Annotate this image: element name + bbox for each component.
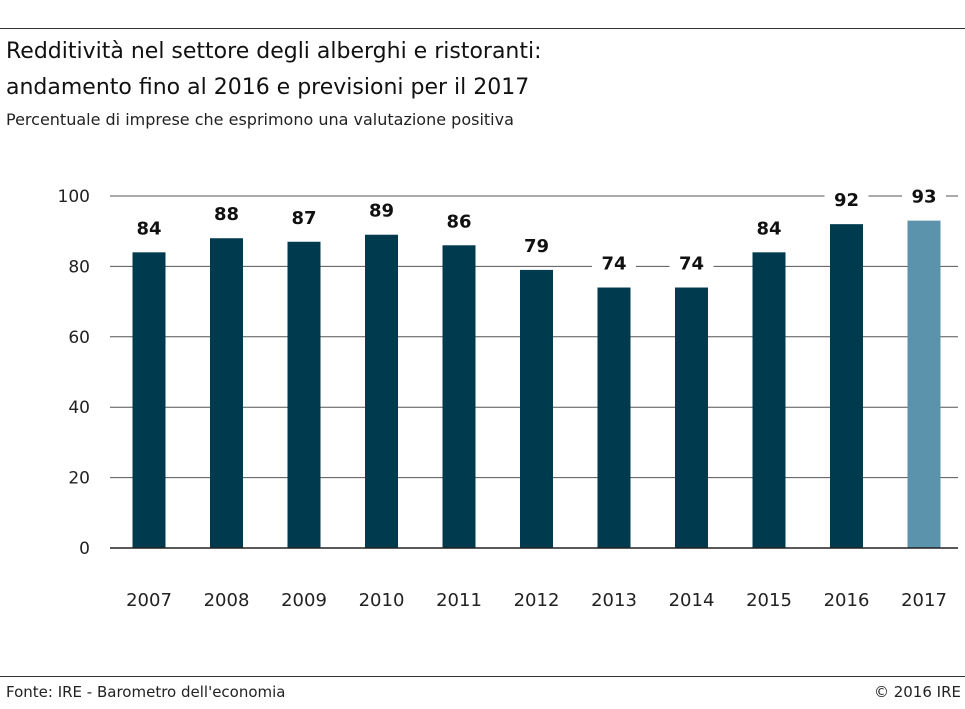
y-tick-label: 80 <box>68 257 90 277</box>
data-label-background <box>282 203 326 230</box>
data-label-2009: 87 <box>291 208 316 229</box>
data-label-background <box>747 214 791 241</box>
bar-2017 <box>907 220 941 548</box>
data-label-2007: 84 <box>136 218 161 239</box>
y-tick-label: 0 <box>79 539 90 559</box>
data-label-background <box>902 182 946 209</box>
bottom-rule <box>0 676 965 677</box>
bar-2007 <box>132 252 166 548</box>
data-label-background <box>204 200 249 227</box>
axes: 0 20 40 60 80 100 2007 2008 2009 2010 2011 2012 2013… <box>58 187 958 611</box>
x-tick-label-2008: 2008 <box>204 590 250 611</box>
data-label-background <box>669 249 714 276</box>
data-label-2013: 74 <box>601 254 626 275</box>
source-note: Fonte: IRE - Barometro dell'economia <box>6 683 286 701</box>
data-label-background <box>592 249 636 276</box>
data-label-background <box>359 196 404 223</box>
bar-2012 <box>520 269 553 548</box>
bar-2011 <box>442 245 476 548</box>
bar-2015 <box>752 252 786 548</box>
chart-subtitle: Percentuale di imprese che esprimono una… <box>6 110 514 129</box>
x-tick-label-2015: 2015 <box>746 590 792 611</box>
data-label-2015: 84 <box>756 218 781 239</box>
data-label-2011: 86 <box>446 211 471 232</box>
x-tick-label-2012: 2012 <box>514 590 560 611</box>
bar-2009 <box>287 241 321 548</box>
data-labels: 84 88 87 89 86 79 74 74 84 92 93 <box>127 182 946 276</box>
data-label-2014: 74 <box>679 254 704 275</box>
x-tick-label-2013: 2013 <box>591 590 637 611</box>
x-tick-label-2016: 2016 <box>824 590 870 611</box>
y-tick-label: 60 <box>68 328 90 348</box>
x-tick-label-2009: 2009 <box>281 590 327 611</box>
y-tick-label: 100 <box>58 187 90 207</box>
bar-2016 <box>830 224 863 548</box>
data-label-2016: 92 <box>834 190 859 211</box>
bars <box>132 220 941 549</box>
top-rule <box>0 28 965 29</box>
data-label-background <box>824 186 869 213</box>
x-tick-label-2014: 2014 <box>669 590 715 611</box>
bar-chart: 84 88 87 89 86 79 74 74 84 92 93 0 20 40 60 80 100 2007 2… <box>57 182 958 611</box>
data-label-background <box>437 207 481 234</box>
x-tick-label-2017: 2017 <box>901 590 947 611</box>
bar-2008 <box>210 238 243 549</box>
data-label-2017: 93 <box>911 187 936 208</box>
chart-title-line1: Redditività nel settore degli alberghi e… <box>6 39 542 64</box>
x-tick-label-2007: 2007 <box>126 590 172 611</box>
y-tick-label: 20 <box>68 469 90 489</box>
data-label-background <box>514 231 559 258</box>
chart-title-line2: andamento fino al 2016 e previsioni per … <box>6 75 530 100</box>
data-label-2008: 88 <box>214 204 239 225</box>
data-label-2010: 89 <box>369 201 394 222</box>
x-tick-label-2011: 2011 <box>436 590 482 611</box>
bar-2010 <box>365 234 398 548</box>
data-label-background <box>127 214 171 241</box>
data-label-2012: 79 <box>524 236 549 257</box>
bar-2013 <box>597 287 631 548</box>
bar-2014 <box>675 287 708 548</box>
y-tick-label: 40 <box>68 398 90 418</box>
x-tick-label-2010: 2010 <box>359 590 405 611</box>
copyright-note: © 2016 IRE <box>873 683 961 701</box>
